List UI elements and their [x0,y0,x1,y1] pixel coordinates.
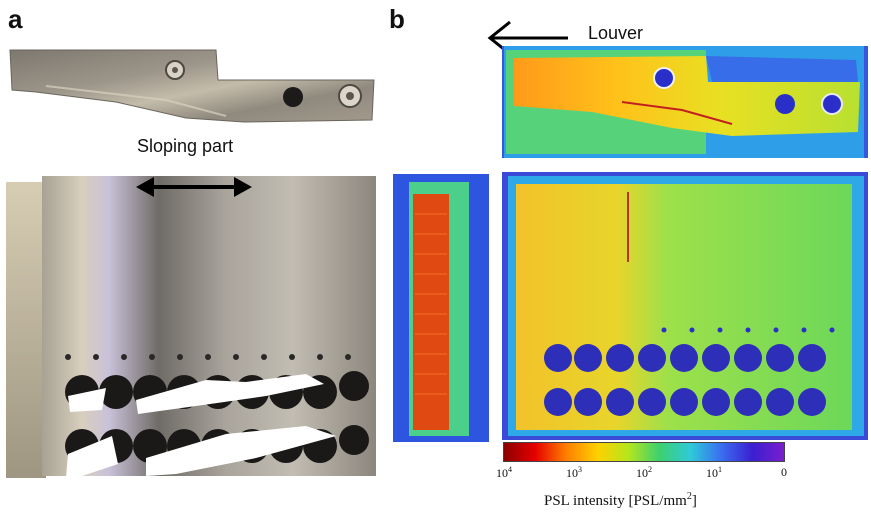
colorbar-tick-label: 0 [781,465,787,479]
colorbar-gradient [503,442,785,462]
psl-image-sloping-part [393,174,489,442]
colorbar-label-end: ] [691,493,697,509]
louver-label: Louver [588,23,644,43]
colorbar [503,442,785,462]
sloping-part-label: Sloping part [137,136,234,156]
sloping-part-double-arrow [136,177,252,197]
panel-letter-b: b [389,4,405,34]
psl-image-louver [502,46,868,158]
colorbar-tick-label: 102 [636,465,652,480]
colorbar-label-sup: 2 [686,491,692,502]
colorbar-label: PSL intensity [PSL/mm2] [544,492,697,509]
colorbar-tick-label: 103 [566,465,582,480]
colorbar-tick-label: 101 [706,465,722,480]
panel-letter-a: a [8,4,23,34]
psl-image-block [502,172,868,440]
louver-photo [9,49,375,123]
colorbar-ticks: 104 103 102 101 0 [496,465,787,484]
colorbar-tick-label: 104 [496,465,512,480]
block-photo [6,176,376,478]
colorbar-label-main: PSL intensity [PSL/mm [544,493,687,509]
